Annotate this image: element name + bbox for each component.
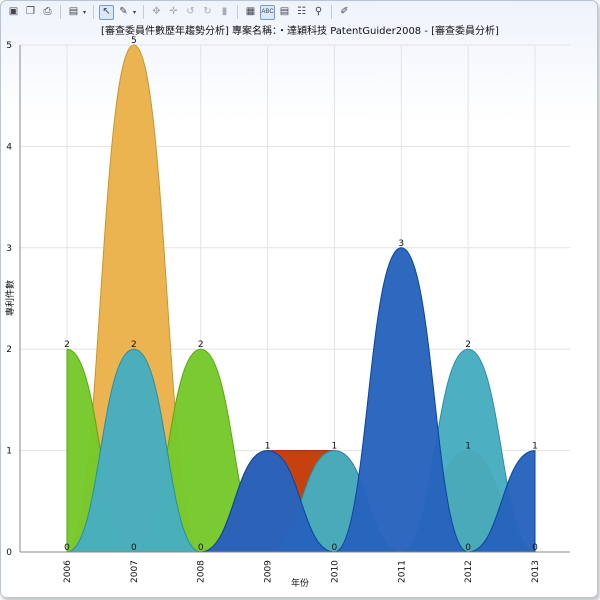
toolbar-separator [93, 5, 94, 19]
data-label: 2 [131, 340, 137, 350]
toolbar-separator [331, 5, 332, 19]
properties-icon[interactable]: ✐ [340, 6, 349, 17]
pointer-icon[interactable]: ↖ [99, 4, 114, 20]
data-label: 0 [64, 543, 70, 553]
data-label: 0 [198, 543, 204, 553]
dropdown-arrow-icon[interactable]: ▾ [83, 9, 87, 16]
move-icon: ✛ [169, 6, 178, 17]
x-tick-label: 2011 [397, 560, 407, 583]
y-tick-label: 3 [6, 244, 12, 254]
copy-icon[interactable]: ❐ [26, 6, 35, 17]
chart-type-icon[interactable]: ▤ [68, 6, 79, 17]
color-table-icon[interactable]: ▦ [245, 6, 256, 17]
data-label: 0 [332, 543, 338, 553]
data-labels-icon[interactable]: ABC [260, 4, 275, 20]
data-label: 0 [131, 543, 137, 553]
data-label: 0 [532, 543, 538, 553]
x-tick-label: 2006 [63, 560, 73, 583]
x-tick-label: 2010 [330, 560, 340, 583]
pan-icon: ✥ [152, 6, 161, 17]
depth-icon: ▮ [221, 6, 228, 17]
zoom-icon[interactable]: ⚲ [314, 6, 323, 17]
y-tick-label: 2 [6, 345, 12, 355]
data-label: 2 [465, 340, 471, 350]
y-tick-label: 1 [6, 447, 12, 457]
pen-icon[interactable]: ✎ [119, 6, 128, 17]
data-table-icon[interactable]: ☷ [297, 6, 306, 17]
data-label: 5 [131, 36, 137, 46]
data-label: 0 [465, 543, 471, 553]
x-tick-label: 2013 [531, 560, 541, 583]
data-label: 2 [198, 340, 204, 350]
x-tick-label: 2007 [130, 560, 140, 583]
x-tick-label: 2009 [264, 560, 274, 583]
y-tick-label: 5 [6, 41, 12, 51]
dropdown-arrow-icon[interactable]: ▾ [133, 9, 137, 16]
rotate-left-icon: ↺ [186, 6, 195, 17]
y-axis-label: 專利件數 [4, 280, 16, 316]
x-tick-label: 2008 [197, 560, 207, 583]
y-tick-label: 4 [6, 142, 12, 152]
x-tick-label: 2012 [464, 560, 474, 583]
rotate-right-icon: ↻ [203, 6, 212, 17]
data-label: 1 [332, 442, 338, 452]
image-icon[interactable]: ▣ [8, 6, 19, 17]
data-label: 1 [465, 442, 471, 452]
toolbar-separator [237, 5, 238, 19]
y-tick-label: 0 [6, 548, 12, 558]
chart-title: [審查委員件數歷年趨勢分析] 專案名稱：・達穎科技 PatentGuider20… [101, 26, 499, 37]
series-areas [66, 44, 536, 553]
print-icon[interactable]: ⎙ [43, 6, 52, 17]
chart-toolbar: ▣ ❐ ⎙ ▤ ▾ ↖ ✎ ▾ ✥ ✛ ↺ ↻ ▮ ▦ ABC ▤ ☷ ⚲ ✐ [6, 2, 352, 22]
toolbar-separator [60, 5, 61, 19]
toolbar-separator [143, 5, 144, 19]
data-label: 1 [265, 442, 271, 452]
data-labels: 2 0 5 2 0 2 0 1 1 0 3 2 1 0 1 0 [64, 36, 538, 553]
data-label: 3 [398, 239, 404, 249]
data-label: 2 [64, 340, 70, 350]
legend-icon[interactable]: ▤ [279, 6, 290, 17]
data-label: 1 [532, 442, 538, 452]
x-axis-label: 年份 [291, 577, 309, 589]
